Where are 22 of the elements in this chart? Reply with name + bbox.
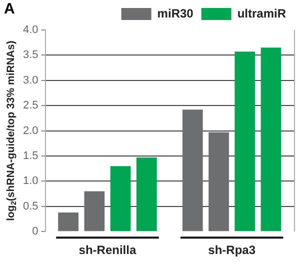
- bar: [84, 191, 105, 232]
- bar: [260, 48, 282, 232]
- y-tick-label: 1.5: [22, 150, 38, 162]
- legend-label: ultramiR: [237, 6, 286, 20]
- y-tick-label: 3.5: [22, 49, 38, 62]
- bar: [182, 110, 203, 232]
- bar: [234, 52, 256, 232]
- bar: [110, 166, 131, 232]
- y-tick-label: 0: [32, 226, 38, 238]
- bar: [208, 132, 229, 232]
- text: A: [4, 0, 15, 18]
- legend-label: miR30: [157, 6, 194, 20]
- y-tick-label: 3.0: [22, 74, 38, 86]
- y-tick-label: 2.5: [22, 100, 38, 112]
- y-tick-label: 4.0: [22, 24, 38, 36]
- bar: [58, 212, 78, 232]
- y-tick-label: 2.0: [22, 124, 38, 137]
- y-tick-label: 1.0: [22, 175, 38, 188]
- bar: [136, 158, 157, 232]
- y-tick-label: 0.5: [22, 200, 38, 212]
- x-tick-label: sh-Rpa3: [208, 243, 256, 258]
- x-tick-label: sh-Renilla: [78, 243, 136, 258]
